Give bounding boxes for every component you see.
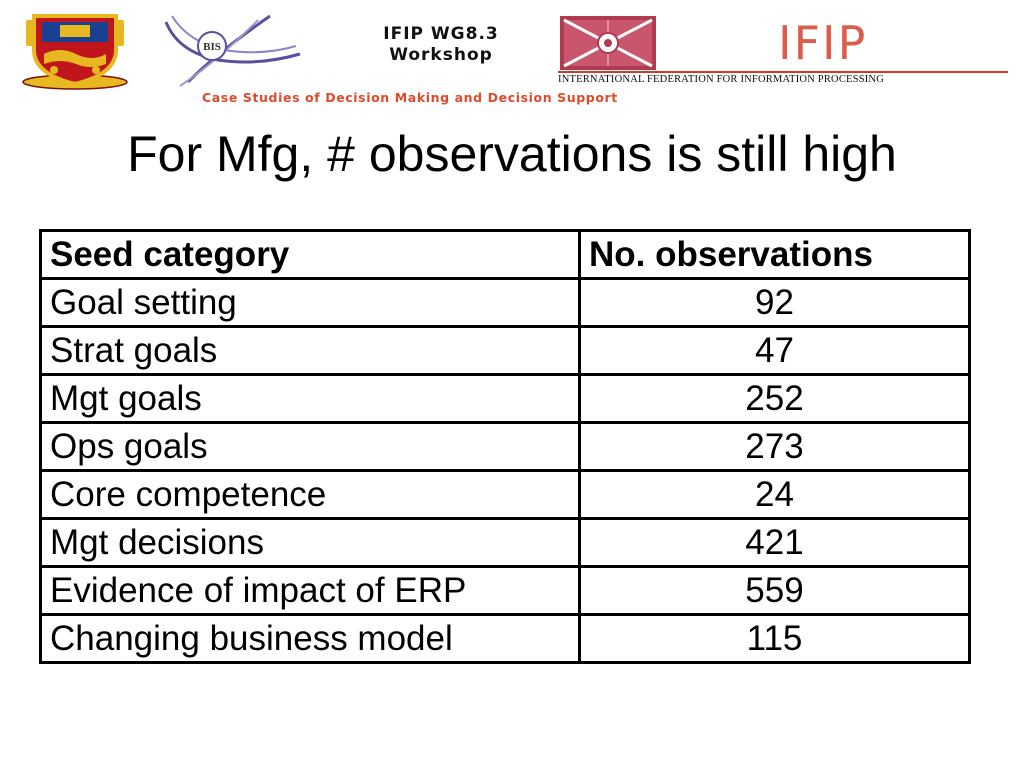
- category-cell: Ops goals: [39, 421, 581, 472]
- header-seed-category: Seed category: [39, 229, 581, 280]
- count-cell: 115: [578, 613, 971, 664]
- observations-table: Seed category No. observations Goal sett…: [39, 229, 971, 664]
- category-cell: Goal setting: [39, 277, 581, 328]
- table-row: Mgt goals 252: [39, 373, 971, 424]
- table-row: Mgt decisions 421: [39, 517, 971, 568]
- bis-logo: BIS: [158, 12, 304, 90]
- category-cell: Mgt decisions: [39, 517, 581, 568]
- ifip-emblem-logo: [560, 16, 656, 70]
- ifip-wordmark: IFIP: [778, 16, 868, 70]
- conference-tagline: Case Studies of Decision Making and Deci…: [202, 90, 618, 105]
- ifip-full-name: INTERNATIONAL FEDERATION FOR INFORMATION…: [558, 74, 884, 85]
- category-cell: Evidence of impact of ERP: [39, 565, 581, 616]
- workshop-line-2: Workshop: [389, 45, 493, 65]
- category-cell: Changing business model: [39, 613, 581, 664]
- table-row: Ops goals 273: [39, 421, 971, 472]
- bis-logo-text: BIS: [203, 41, 221, 53]
- count-cell: 421: [578, 517, 971, 568]
- count-cell: 252: [578, 373, 971, 424]
- count-cell: 24: [578, 469, 971, 520]
- header-no-observations: No. observations: [578, 229, 971, 280]
- count-cell: 92: [578, 277, 971, 328]
- table-row: Goal setting 92: [39, 277, 971, 328]
- count-cell: 559: [578, 565, 971, 616]
- table-row: Changing business model 115: [39, 613, 971, 664]
- table-row: Core competence 24: [39, 469, 971, 520]
- count-cell: 47: [578, 325, 971, 376]
- table-row: Evidence of impact of ERP 559: [39, 565, 971, 616]
- table-row: Strat goals 47: [39, 325, 971, 376]
- count-cell: 273: [578, 421, 971, 472]
- university-crest-logo: [20, 12, 130, 90]
- category-cell: Strat goals: [39, 325, 581, 376]
- category-cell: Mgt goals: [39, 373, 581, 424]
- workshop-label: IFIP WG8.3 Workshop: [356, 24, 526, 66]
- category-cell: Core competence: [39, 469, 581, 520]
- workshop-line-1: IFIP WG8.3: [383, 24, 499, 44]
- ifip-divider: [558, 71, 1008, 73]
- table-header-row: Seed category No. observations: [39, 229, 971, 280]
- slide-title: For Mfg, # observations is still high: [127, 126, 897, 182]
